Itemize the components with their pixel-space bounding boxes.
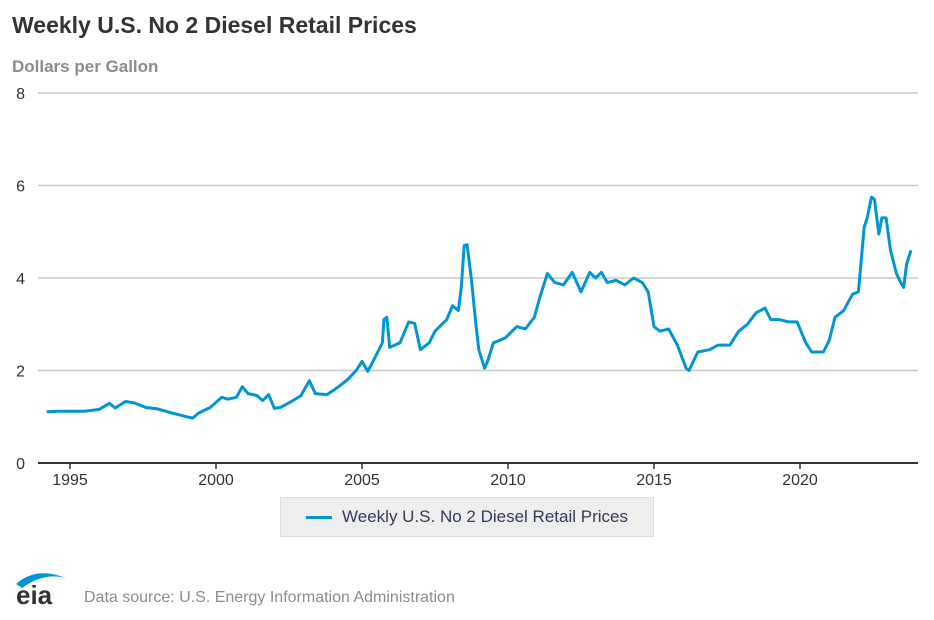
- legend-swatch: [306, 515, 333, 519]
- y-tick-label: 4: [16, 271, 25, 288]
- chart-title: Weekly U.S. No 2 Diesel Retail Prices: [12, 12, 417, 38]
- legend-label: Weekly U.S. No 2 Diesel Retail Prices: [342, 507, 628, 526]
- eia-logo: eia: [16, 573, 66, 610]
- x-tick-label: 2015: [636, 472, 672, 489]
- y-axis-label: Dollars per Gallon: [12, 57, 159, 76]
- series-line: [46, 195, 913, 420]
- y-tick-label: 8: [16, 86, 25, 103]
- legend[interactable]: Weekly U.S. No 2 Diesel Retail Prices: [280, 497, 654, 537]
- x-tick-label: 2020: [782, 472, 818, 489]
- x-tick-label: 2000: [198, 472, 234, 489]
- y-tick-label: 6: [16, 179, 25, 196]
- y-tick-label: 2: [16, 364, 25, 381]
- x-tick-label: 2010: [490, 472, 526, 489]
- x-tick-label: 1995: [52, 472, 88, 489]
- x-tick-label: 2005: [344, 472, 380, 489]
- svg-text:eia: eia: [16, 580, 53, 610]
- data-source: Data source: U.S. Energy Information Adm…: [84, 589, 455, 606]
- y-tick-label: 0: [16, 456, 25, 473]
